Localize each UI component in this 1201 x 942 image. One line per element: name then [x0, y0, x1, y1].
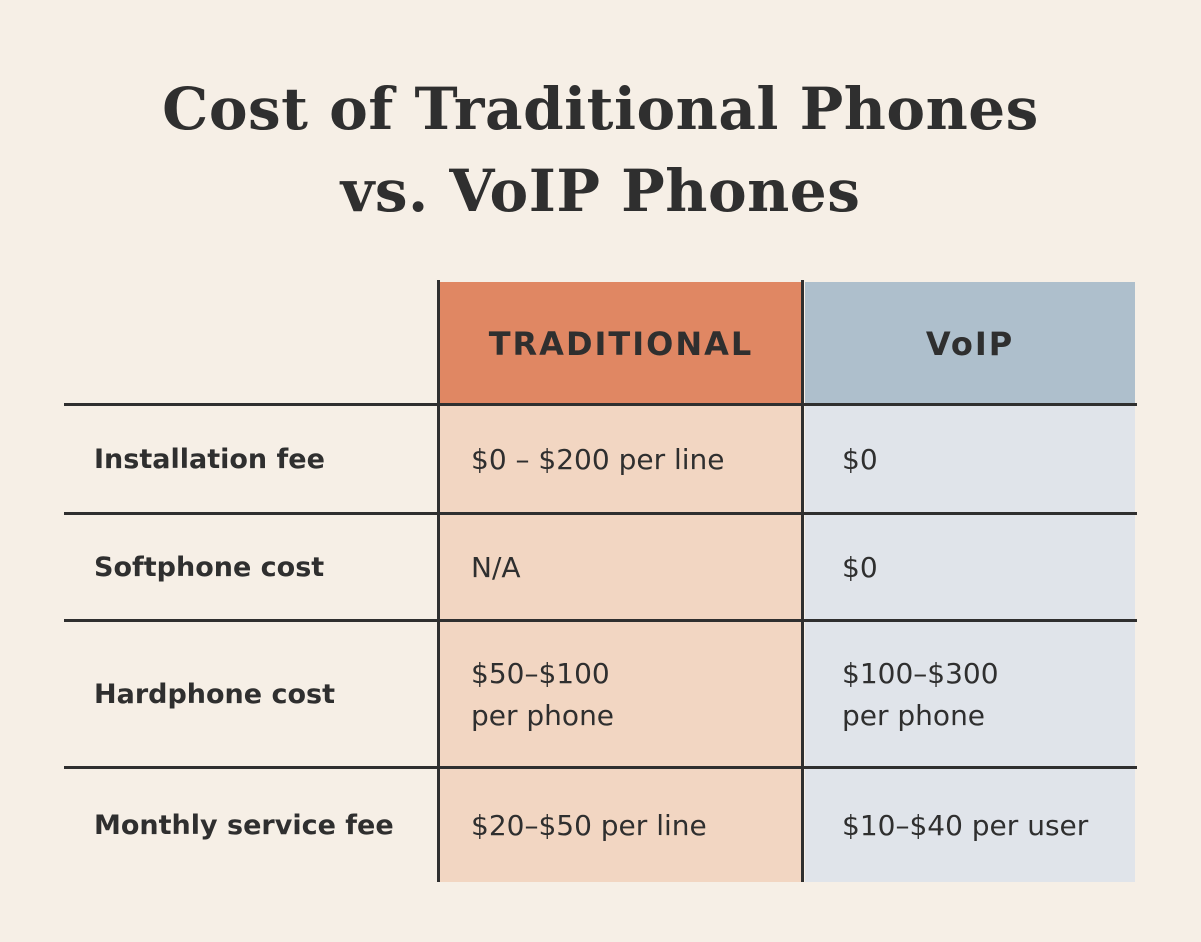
voip-header-bg: [805, 282, 1135, 405]
cell-voip-hardphone-cost-line-1: $100–$300: [842, 657, 999, 690]
table-divider-horizontal-3: [64, 619, 1137, 622]
cell-voip-hardphone-cost-line-2: per phone: [842, 699, 986, 732]
cell-voip-softphone-cost: $0: [842, 551, 878, 584]
title-line-2: vs. VoIP Phones: [340, 157, 861, 225]
traditional-header-bg: [440, 282, 802, 405]
cell-voip-monthly-service-fee: $10–$40 per user: [842, 808, 1089, 842]
cell-voip-hardphone-cost: $100–$300 per phone: [842, 622, 1132, 768]
cell-traditional-softphone-cost: N/A: [471, 551, 521, 584]
table-divider-horizontal-4: [64, 766, 1137, 769]
row-label-installation-fee: Installation fee: [94, 444, 325, 475]
row-label-softphone-cost: Softphone cost: [94, 552, 325, 583]
table-divider-vertical-1: [437, 280, 440, 882]
table-divider-horizontal-2: [64, 512, 1137, 515]
cell-traditional-hardphone-cost-line-2: per phone: [471, 699, 615, 732]
title-line-1: Cost of Traditional Phones: [162, 75, 1039, 143]
table-divider-horizontal-1: [64, 403, 1137, 406]
cell-traditional-hardphone-cost-line-1: $50–$100: [471, 657, 610, 690]
cell-traditional-installation-fee: $0 – $200 per line: [471, 443, 725, 476]
column-header-traditional: TRADITIONAL: [488, 324, 754, 363]
cell-voip-installation-fee: $0: [842, 443, 878, 476]
table-divider-vertical-2: [801, 280, 804, 882]
cell-traditional-hardphone-cost: $50–$100 per phone: [471, 622, 796, 768]
row-label-monthly-service-fee: Monthly service fee: [94, 809, 394, 841]
page-title: Cost of Traditional Phones vs. VoIP Phon…: [0, 68, 1201, 232]
row-label-hardphone-cost: Hardphone cost: [94, 679, 336, 710]
column-header-voip: VoIP: [925, 324, 1015, 363]
cell-traditional-monthly-service-fee: $20–$50 per line: [471, 808, 707, 842]
